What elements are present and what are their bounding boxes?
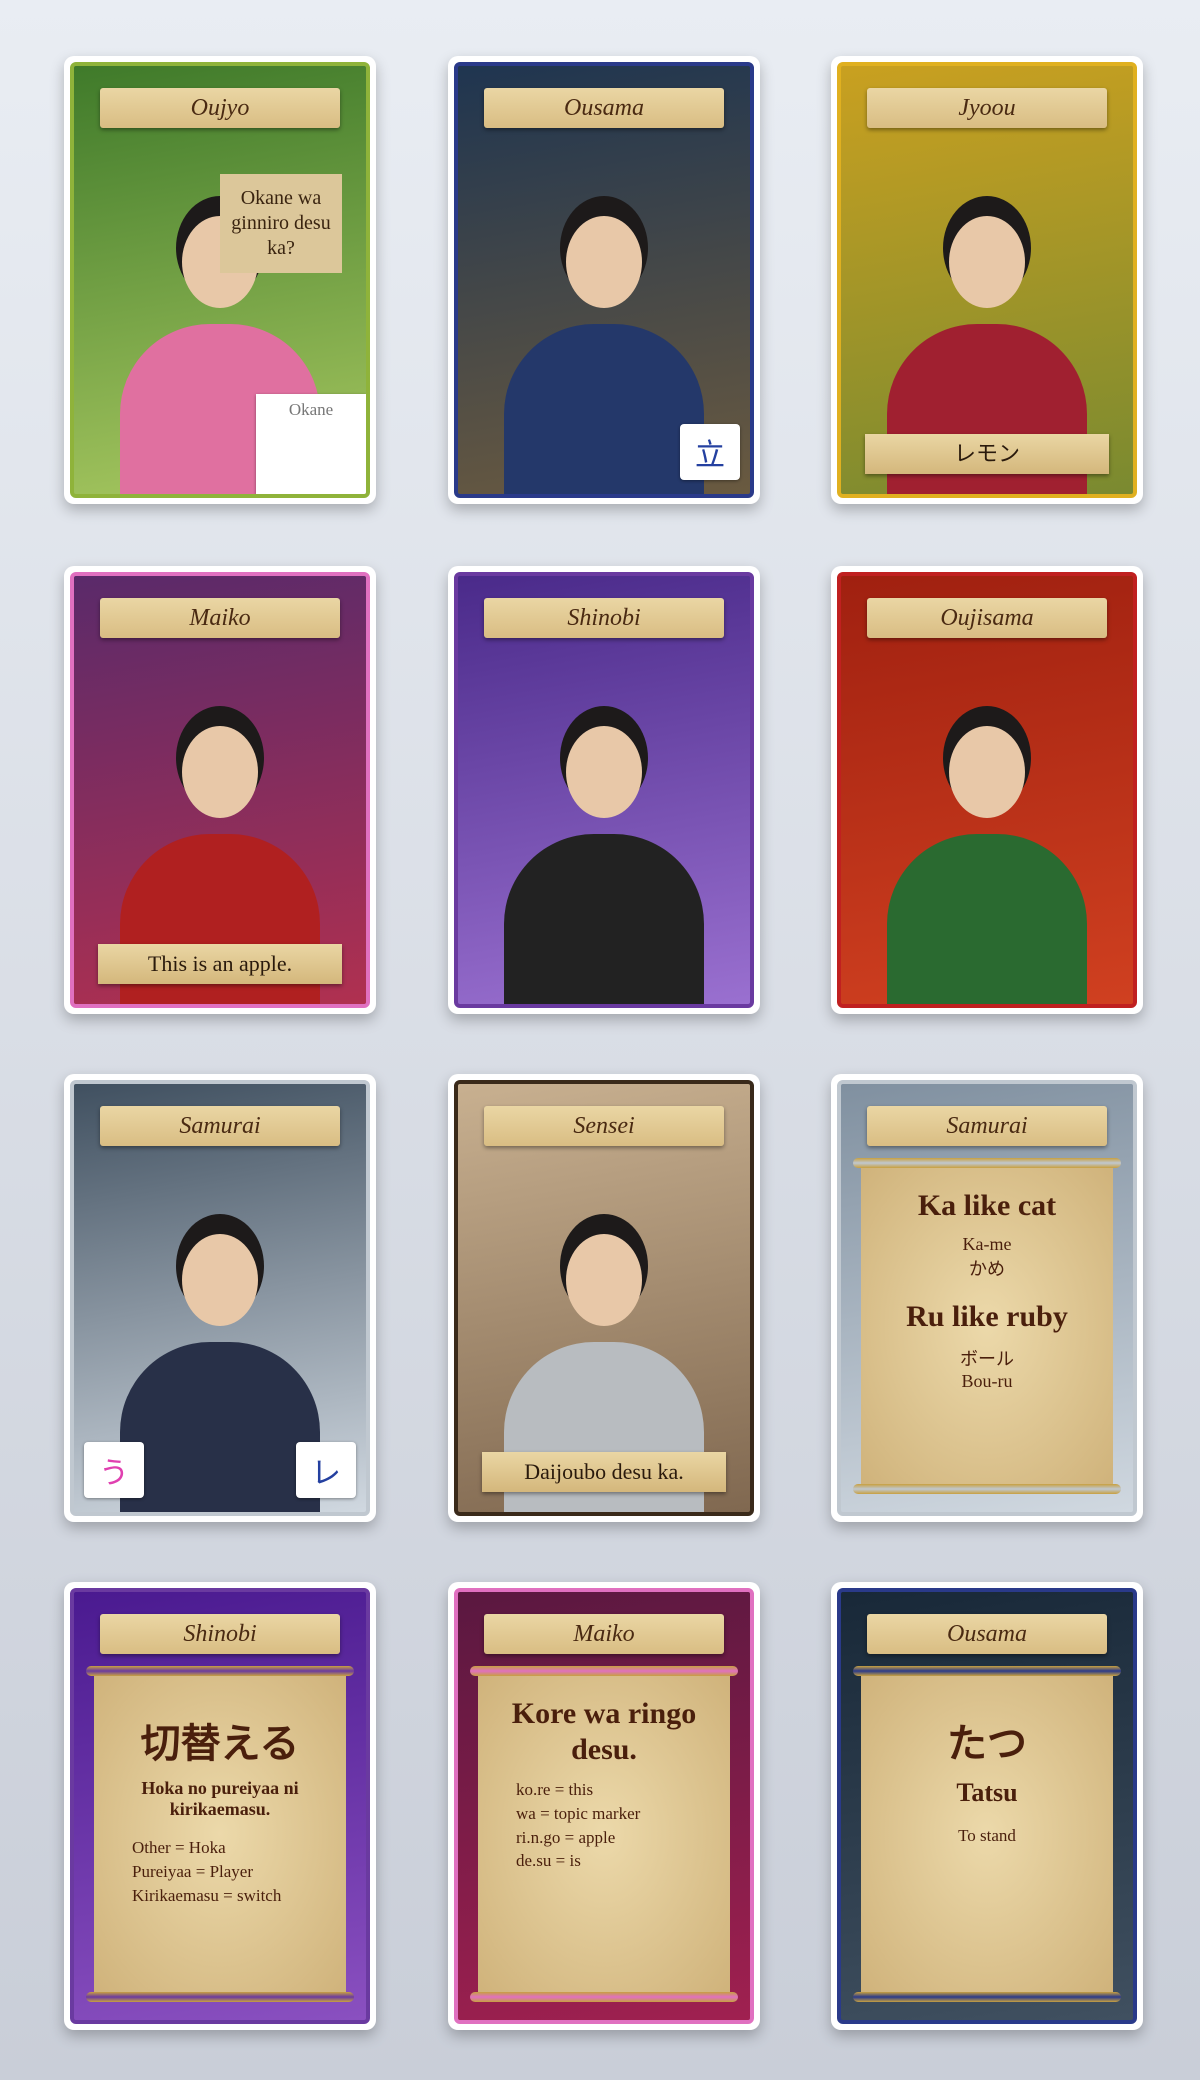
scroll-subheading: Tatsu [956,1778,1018,1807]
figure-body [887,834,1087,1004]
card-title: Oujisama [867,598,1107,638]
scroll-kana: かめ [969,1259,1005,1279]
figure-head [566,726,642,818]
figure-body [504,324,704,494]
card-art: Jyoou レモン [837,62,1137,498]
scroll-subheading: Hoka no pureiyaa ni kirikaemasu. [141,1778,299,1819]
card-title: Ousama [484,88,724,128]
card-art: Samurai Ka like cat Ka-me かめ Ru like ruby ボール… [837,1080,1137,1516]
scroll-romaji: Ka-me [962,1234,1012,1254]
spacer [875,1281,1099,1299]
card[interactable]: Oujyo Okane wa ginniro desu ka? Okane [64,56,376,504]
scroll-rod [86,1666,354,1676]
scroll: たつ Tatsu To stand [853,1666,1121,2002]
scroll-line: ko.re = this [516,1780,594,1799]
scroll-heading: 切替える [140,1721,300,1766]
scroll-heading: Ru like ruby [906,1300,1068,1333]
scroll: Ka like cat Ka-me かめ Ru like ruby ボール Bou-ru [853,1158,1121,1494]
card-title: Oujyo [100,88,340,128]
scroll: 切替える Hoka no pureiyaa ni kirikaemasu. Othe… [86,1666,354,2002]
scroll-rod [853,1666,1121,1676]
scroll-rod [853,1484,1121,1494]
figure-head [182,1234,258,1326]
card-title: Shinobi [100,1614,340,1654]
scroll-rod [470,1666,738,1676]
card-art: Maiko Kore wa ringo desu. ko.re = this wa =… [454,1588,754,2024]
figure-head [566,216,642,308]
figure-head [949,726,1025,818]
card-title: Maiko [100,598,340,638]
scroll-line: de.su = is [516,1851,581,1871]
scroll-rod [470,1992,738,2002]
figure-head [182,726,258,818]
card-title: Jyoou [867,88,1107,128]
card[interactable]: Shinobi [448,566,760,1014]
scroll-line: wa = topic marker [516,1803,641,1823]
card-title: Ousama [867,1614,1107,1654]
caption-banner: レモン [865,434,1109,474]
card[interactable]: Samurai う レ [64,1074,376,1522]
card[interactable]: Oujisama [831,566,1143,1014]
corner-badge: う [84,1442,144,1498]
scroll-line: ri.n.go = apple [516,1827,616,1847]
scroll-heading: Kore wa ringo desu. [511,1697,697,1766]
card-art: Shinobi [454,572,754,1008]
scroll-line: To stand [958,1826,1016,1845]
card-art: Sensei Daijoubo desu ka. [454,1080,754,1516]
card-title: Samurai [100,1106,340,1146]
speech-note: Okane wa ginniro desu ka? [220,174,342,273]
card[interactable]: Jyoou レモン [831,56,1143,504]
card-title: Maiko [484,1614,724,1654]
scroll-kana: ボール [960,1349,1014,1369]
figure-head [566,1234,642,1326]
card[interactable]: Maiko Kore wa ringo desu. ko.re = this wa =… [448,1582,760,2030]
scroll-line: Other = Hoka [132,1838,226,1857]
card[interactable]: Ousama 立 [448,56,760,504]
figure-body [504,834,704,1004]
card[interactable]: Samurai Ka like cat Ka-me かめ Ru like ruby ボール… [831,1074,1143,1522]
scroll-line: Kirikaemasu = switch [132,1885,282,1905]
card[interactable]: Shinobi 切替える Hoka no pureiyaa ni kirikaema… [64,1582,376,2030]
scroll: Kore wa ringo desu. ko.re = this wa = topi… [470,1666,738,2002]
card-art: Maiko This is an apple. [70,572,370,1008]
figure-head [949,216,1025,308]
caption-banner: Daijoubo desu ka. [482,1452,726,1492]
card[interactable]: Sensei Daijoubo desu ka. [448,1074,760,1522]
scroll-romaji: Bou-ru [961,1371,1013,1391]
scroll-rod [853,1158,1121,1168]
scroll-heading: Ka like cat [917,1189,1057,1222]
caption-banner: This is an apple. [98,944,342,984]
card-art: Ousama 立 [454,62,754,498]
card-art: Oujyo Okane wa ginniro desu ka? Okane [70,62,370,498]
card-title: Shinobi [484,598,724,638]
spacer [875,1392,1099,1410]
scroll-rod [853,1992,1121,2002]
card-title: Samurai [867,1106,1107,1146]
card-art: Shinobi 切替える Hoka no pureiyaa ni kirikaema… [70,1588,370,2024]
scroll-rod [86,1992,354,2002]
corner-badge: レ [296,1442,356,1498]
corner-badge: 立 [680,424,740,480]
card-title: Sensei [484,1106,724,1146]
card[interactable]: Maiko This is an apple. [64,566,376,1014]
corner-badge: Okane [256,394,366,494]
scroll-heading: たつ [947,1721,1027,1766]
scroll-line: Pureiyaa = Player [132,1861,253,1881]
card-art: Oujisama [837,572,1137,1008]
card-art: Samurai う レ [70,1080,370,1516]
card-art: Ousama たつ Tatsu To stand [837,1588,1137,2024]
figure-body [120,1342,320,1512]
card[interactable]: Ousama たつ Tatsu To stand [831,1582,1143,2030]
